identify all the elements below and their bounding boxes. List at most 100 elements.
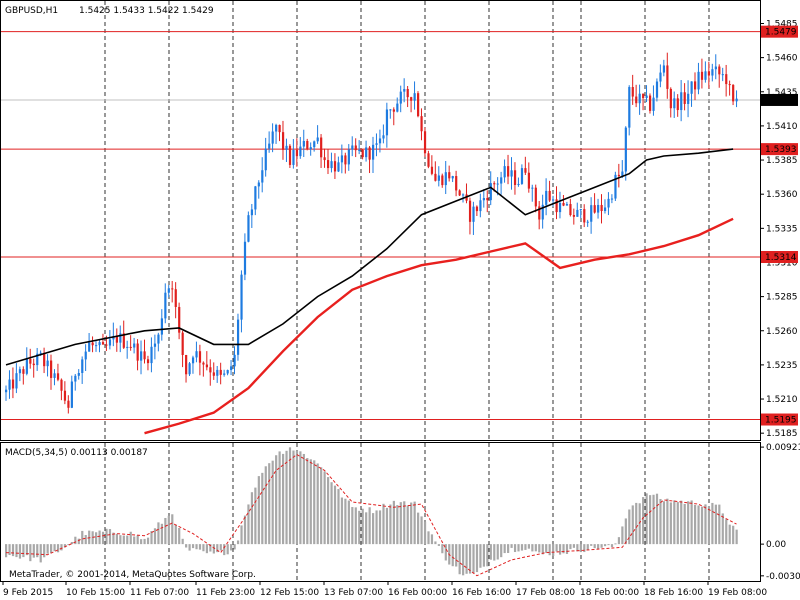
candle-body — [56, 373, 60, 380]
y-tick-label: 1.5360 — [766, 190, 798, 200]
level-price-tag-label: 1.5479 — [765, 28, 797, 38]
candle-body — [486, 198, 489, 201]
candle-body — [479, 200, 482, 212]
candle-body — [420, 116, 423, 132]
candle-body — [361, 149, 364, 158]
macd-histogram-bar — [333, 485, 337, 545]
macd-histogram-bar — [538, 544, 541, 553]
candle-body — [378, 138, 382, 144]
candle-body — [22, 369, 25, 374]
candle-body — [257, 182, 260, 187]
candle-body — [81, 359, 84, 373]
macd-histogram-bar — [500, 544, 503, 558]
macd-histogram-bar — [84, 535, 87, 545]
macd-histogram-bar — [226, 544, 229, 555]
macd-histogram-bar — [732, 525, 735, 545]
macd-histogram-bar — [209, 544, 212, 552]
candle-body — [288, 145, 292, 165]
macd-histogram-bar — [153, 528, 157, 545]
macd-histogram-bar — [254, 487, 257, 545]
candle-body — [437, 175, 440, 181]
candle-body — [541, 204, 544, 220]
candle-body — [458, 190, 461, 196]
y-tick-label: 1.5310 — [766, 258, 798, 268]
macd-histogram-bar — [375, 510, 378, 545]
macd-histogram-bar — [590, 544, 593, 546]
macd-histogram-bar — [624, 518, 627, 545]
candle-body — [84, 351, 87, 360]
macd-histogram-bar — [413, 501, 416, 545]
candle-body — [39, 352, 42, 354]
macd-histogram-bar — [122, 535, 125, 545]
candle-body — [122, 333, 125, 348]
x-tick-label: 16 Feb 00:00 — [388, 588, 447, 598]
macd-histogram-bar — [157, 522, 160, 545]
candle-body — [638, 93, 641, 104]
candle-body — [683, 92, 686, 104]
macd-histogram-bar — [146, 537, 150, 545]
candle-body — [160, 318, 164, 335]
macd-histogram-bar — [278, 451, 281, 545]
macd-histogram-bar — [403, 501, 406, 545]
macd-histogram-bar — [725, 519, 728, 545]
macd-histogram-bar — [586, 544, 589, 550]
candle-body — [555, 199, 558, 213]
macd-histogram-bar — [313, 460, 316, 545]
macd-histogram-bar — [63, 544, 67, 548]
macd-histogram-bar — [306, 458, 309, 545]
macd-histogram-bar — [621, 526, 624, 545]
macd-histogram-bar — [18, 544, 22, 559]
candle-body — [150, 346, 153, 364]
candle-body — [185, 354, 188, 375]
candle-body — [728, 84, 731, 86]
candle-body — [195, 351, 198, 358]
candle-body — [126, 346, 129, 348]
macd-histogram-bar — [171, 514, 174, 545]
macd-histogram-bar — [545, 544, 548, 553]
macd-histogram-bar — [680, 500, 683, 545]
macd-histogram-bar — [50, 544, 53, 553]
macd-histogram-bar — [240, 525, 243, 545]
candle-body — [482, 198, 485, 201]
candle-body — [365, 147, 368, 158]
macd-histogram-bar — [119, 535, 122, 545]
x-tick-label: 11 Feb 07:00 — [130, 588, 189, 598]
candle-body — [368, 147, 371, 160]
candle-body — [188, 363, 191, 375]
macd-histogram-bar — [136, 535, 139, 545]
candle-body — [95, 345, 98, 347]
current-price-tag-label: 1.5429 — [765, 96, 797, 106]
macd-histogram-bar — [489, 544, 492, 560]
macd-histogram-bar — [264, 466, 267, 545]
macd-histogram-bar — [378, 510, 382, 545]
candle-body — [704, 71, 707, 80]
candle-body — [29, 358, 32, 364]
moving-average-fast-line — [5, 148, 734, 366]
macd-histogram-bar — [638, 503, 641, 545]
macd-histogram-bar — [46, 544, 49, 554]
candle-body — [711, 69, 714, 76]
macd-signal-line — [5, 454, 737, 577]
macd-histogram-bar — [434, 541, 437, 545]
macd-histogram-bar — [642, 497, 645, 545]
candle-body — [313, 141, 316, 148]
macd-histogram-bar — [648, 495, 652, 545]
macd-histogram-bar — [486, 544, 489, 567]
macd-histogram-bar — [465, 544, 468, 574]
candle-body — [306, 140, 309, 150]
macd-histogram-bar — [662, 501, 666, 545]
candle-body — [624, 127, 627, 172]
macd-histogram-bar — [129, 531, 132, 545]
candle-body — [586, 221, 589, 223]
macd-histogram-bar — [281, 453, 285, 545]
macd-histogram-bar — [420, 516, 423, 545]
candle-body — [662, 65, 666, 73]
candle-body — [133, 343, 136, 348]
candle-body — [212, 372, 215, 376]
candle-body — [209, 367, 212, 373]
macd-histogram-bar — [444, 544, 447, 561]
level-price-tag-label: 1.5314 — [765, 253, 797, 263]
candle-body — [448, 172, 451, 179]
candle-body — [119, 333, 122, 343]
candle-body — [652, 97, 655, 111]
